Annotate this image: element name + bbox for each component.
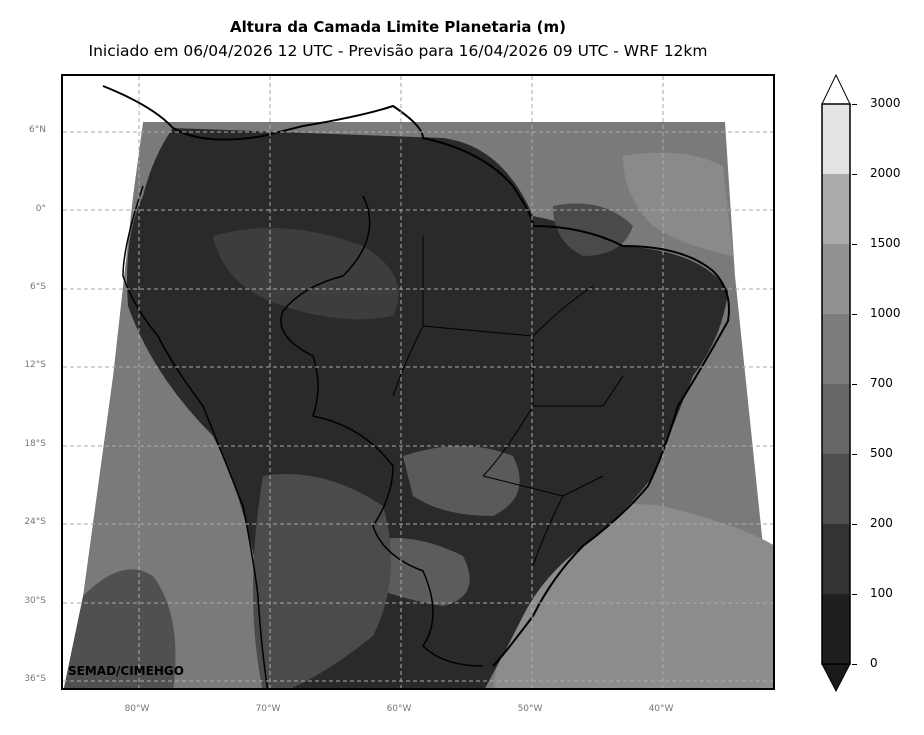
colorbar-tick [852, 244, 857, 245]
ocean-light-area-2 [623, 152, 733, 256]
colorbar-label-100: 100 [870, 586, 893, 600]
colorbar-swatch-700-1000 [822, 314, 850, 384]
colorbar-tick [852, 384, 857, 385]
map-panel [61, 74, 775, 690]
colorbar-extend-high [821, 73, 851, 105]
colorbar-tick [852, 314, 857, 315]
colorbar-label-2000: 2000 [870, 166, 901, 180]
colorbar-swatch-200-500 [822, 454, 850, 524]
colorbar-tick [852, 524, 857, 525]
colorbar [820, 73, 852, 693]
lat-label-24s: 24°S [24, 517, 46, 527]
colorbar-swatch-1500-2000 [822, 174, 850, 244]
colorbar-swatch-1000-1500 [822, 244, 850, 314]
map-canvas [63, 76, 773, 688]
colorbar-tick [852, 594, 857, 595]
outside-domain-north [63, 76, 773, 688]
lon-label-50w: 50°W [517, 704, 543, 714]
lat-label-0: 0° [35, 204, 46, 214]
lat-label-36s: 36°S [24, 674, 46, 684]
southern-cone-light [253, 474, 391, 688]
lat-label-6n: 6°N [29, 125, 46, 135]
lat-label-6s: 6°S [30, 282, 46, 292]
lon-label-40w: 40°W [648, 704, 674, 714]
colorbar-tick [852, 664, 857, 665]
colorbar-swatch-2000-3000 [822, 104, 850, 174]
lon-label-70w: 70°W [255, 704, 281, 714]
lon-label-60w: 60°W [386, 704, 412, 714]
map-title: Altura da Camada Limite Planetaria (m) [229, 18, 567, 36]
colorbar-label-3000: 3000 [870, 96, 901, 110]
brazil-border [280, 195, 484, 667]
colorbar-label-0: 0 [870, 656, 878, 670]
colorbar-label-1000: 1000 [870, 306, 901, 320]
credit-label: SEMAD/CIMEHGO [68, 664, 184, 678]
colorbar-swatch-100-200 [822, 524, 850, 594]
lat-label-18s: 18°S [24, 439, 46, 449]
colorbar-swatch-0-100 [822, 594, 850, 664]
coastline [102, 85, 730, 667]
colorbar-tick [852, 454, 857, 455]
colorbar-label-1500: 1500 [870, 236, 901, 250]
west-coastline [122, 185, 269, 688]
colorbar-svg [821, 73, 851, 693]
continent-mid-patch-4 [553, 203, 633, 256]
state-borders [392, 236, 624, 567]
colorbar-label-200: 200 [870, 516, 893, 530]
map-subtitle: Iniciado em 06/04/2026 12 UTC - Previsão… [88, 42, 708, 60]
gridlines [63, 76, 773, 688]
colorbar-tick [852, 104, 857, 105]
lat-label-12s: 12°S [24, 360, 46, 370]
lat-label-30s: 30°S [24, 596, 46, 606]
colorbar-swatch-500-700 [822, 384, 850, 454]
lon-label-80w: 80°W [124, 704, 150, 714]
pacific-dark-band [63, 569, 176, 688]
continent-mid-patch [213, 228, 399, 320]
continent-mid-patch-2 [403, 446, 520, 516]
colorbar-label-500: 500 [870, 446, 893, 460]
colorbar-tick [852, 174, 857, 175]
colorbar-extend-low [821, 663, 851, 693]
colorbar-outline [821, 103, 851, 665]
colorbar-label-700: 700 [870, 376, 893, 390]
